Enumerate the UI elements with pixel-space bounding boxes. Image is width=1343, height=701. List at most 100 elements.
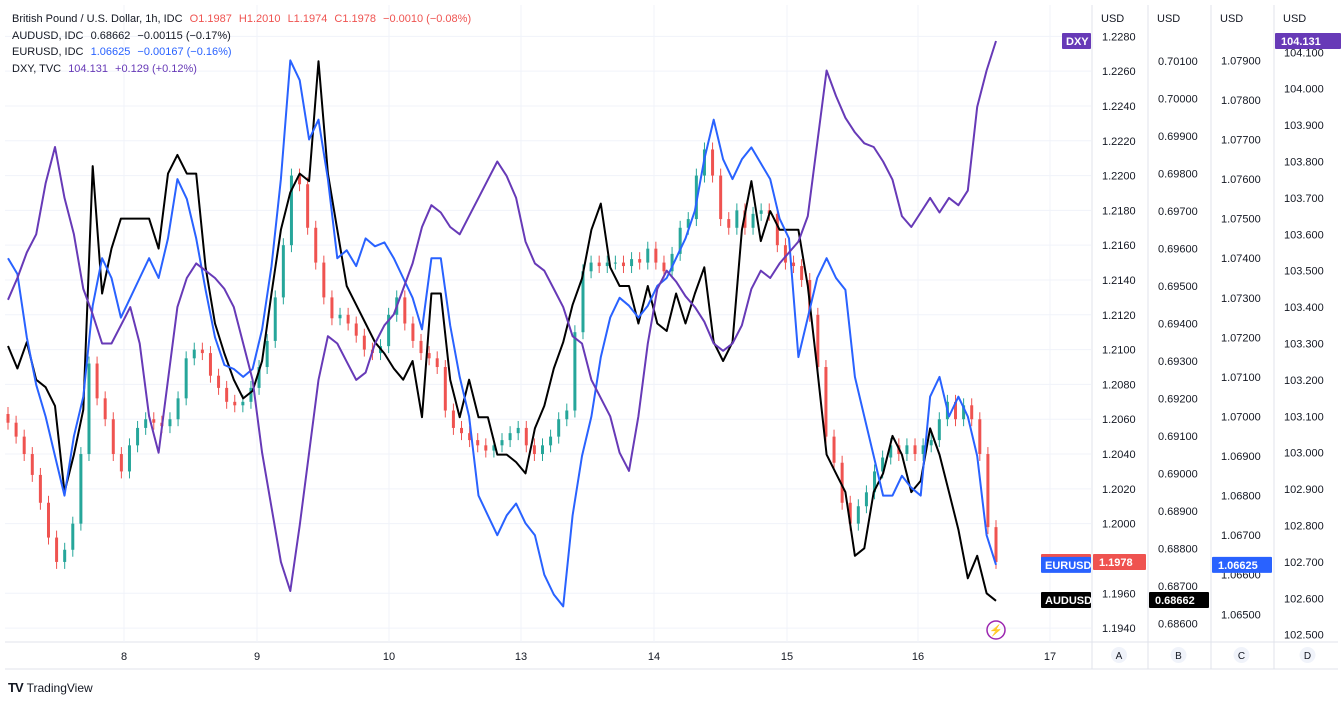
y-tick-label: 1.2160 — [1102, 240, 1136, 252]
candle-body — [460, 427, 464, 434]
price-tag-value: 0.68662 — [1155, 595, 1195, 607]
x-tick-label: 15 — [781, 651, 793, 663]
candle-body — [751, 213, 755, 228]
price-tag-value: 1.06625 — [1218, 560, 1258, 572]
y-tick-label: 0.69500 — [1158, 281, 1198, 293]
x-tick-label: 16 — [912, 651, 924, 663]
y-tick-label: 103.000 — [1284, 448, 1324, 460]
candle-body — [686, 219, 690, 228]
y-tick-label: 102.700 — [1284, 557, 1324, 569]
y-tick-label: 0.68700 — [1158, 581, 1198, 593]
series-tag-label: DXY — [1066, 36, 1089, 48]
candle-body — [848, 502, 852, 524]
candle-body — [387, 314, 391, 347]
candle-body — [354, 323, 358, 336]
tradingview-footer[interactable]: TV TradingView — [8, 680, 93, 695]
scale-letter-badge — [1299, 647, 1316, 663]
candle-body — [646, 248, 650, 263]
scale-letter-badge — [1111, 647, 1127, 663]
candle-body — [111, 419, 115, 455]
scale-letter-badge — [1170, 647, 1187, 663]
price-tag-audusd — [1149, 592, 1209, 609]
y-tick-label: 1.07800 — [1221, 95, 1261, 107]
legend-value: H1.2010 — [238, 13, 281, 25]
y-tick-label: 102.800 — [1284, 521, 1324, 533]
candle-body — [735, 210, 739, 228]
y-tick-label: 1.07500 — [1221, 214, 1261, 226]
y-tick-label: 1.07300 — [1221, 293, 1261, 305]
candle-body — [79, 454, 83, 524]
candle-body — [662, 262, 666, 272]
candle-body — [176, 398, 180, 420]
candle-body — [257, 367, 261, 388]
candle-body — [978, 419, 982, 455]
candle-body — [225, 387, 229, 402]
y-tick-label: 0.69800 — [1158, 169, 1198, 181]
y-tick-label: 1.2240 — [1102, 101, 1136, 113]
candle-body — [986, 454, 990, 528]
candle-body — [200, 349, 204, 354]
candle-body — [759, 210, 763, 214]
candle-body — [540, 445, 544, 455]
candle-body — [127, 445, 131, 472]
candle-body — [670, 253, 674, 272]
price-tag-value: 1.1978 — [1099, 557, 1133, 569]
scale-letter: C — [1238, 651, 1245, 662]
price-tag-value: 104.131 — [1281, 36, 1321, 48]
candle-body — [22, 436, 26, 455]
x-tick-label: 8 — [121, 651, 127, 663]
y-tick-label: 0.69700 — [1158, 206, 1198, 218]
y-tick-label: 1.06500 — [1221, 609, 1261, 621]
candle-body — [508, 433, 512, 441]
y-tick-label: 1.2100 — [1102, 345, 1136, 357]
y-tick-label: 102.600 — [1284, 593, 1324, 605]
candle-body — [954, 401, 958, 420]
candle-body — [824, 367, 828, 437]
axis-unit-label: USD — [1157, 13, 1180, 25]
chart-root: 8 9 10 13 14 15 16 17 USD 1.2280 1.2260 1.2240 1.222… — [5, 5, 1341, 670]
candle-body — [792, 262, 796, 267]
candle-body — [573, 332, 577, 411]
candle-body — [962, 405, 966, 420]
y-tick-label: 1.2120 — [1102, 310, 1136, 322]
candle-body — [265, 340, 269, 368]
candle-body — [994, 527, 998, 562]
candle-body — [46, 502, 50, 538]
candle-body — [119, 454, 123, 472]
candle-body — [581, 271, 585, 333]
y-tick-label: 102.900 — [1284, 484, 1324, 496]
candle-body — [621, 262, 625, 267]
candle-body — [468, 433, 472, 441]
y-tick-label: 103.400 — [1284, 302, 1324, 314]
candle-body — [832, 436, 836, 463]
y-tick-label: 1.07900 — [1221, 55, 1261, 67]
candle-body — [597, 262, 601, 267]
candle-body — [800, 266, 804, 280]
x-tick-label: 9 — [254, 651, 260, 663]
tradingview-logo-icon: TV — [8, 680, 24, 695]
y-tick-label: 1.2060 — [1102, 414, 1136, 426]
legend-change: −0.00167 (−0.16%) — [137, 46, 232, 58]
candle-body — [362, 335, 366, 350]
price-tag-gbpusd — [1093, 553, 1146, 570]
candle-body — [451, 410, 455, 428]
y-tick-label: 103.800 — [1284, 157, 1324, 169]
price-tag-dxy — [1275, 33, 1341, 50]
x-tick-label: 14 — [648, 651, 660, 663]
candle-body — [549, 436, 553, 446]
legend-value: 0.68662 — [90, 29, 131, 42]
y-tick-label: 1.2260 — [1102, 66, 1136, 78]
series-tag-label: AUDUSD — [1045, 595, 1092, 607]
y-tick-label: 103.600 — [1284, 229, 1324, 241]
y-tick-label: 1.06800 — [1221, 491, 1261, 503]
y-tick-label: 1.07000 — [1221, 411, 1261, 423]
legend-value: C1.1978 — [334, 13, 376, 25]
y-tick-label: 0.69900 — [1158, 131, 1198, 143]
y-tick-label: 103.100 — [1284, 411, 1324, 423]
y-tick-label: 1.2140 — [1102, 275, 1136, 287]
candle-body — [95, 363, 99, 399]
y-tick-label: 0.69400 — [1158, 319, 1198, 331]
candle-body — [476, 440, 480, 446]
dxy-line — [7, 40, 997, 592]
